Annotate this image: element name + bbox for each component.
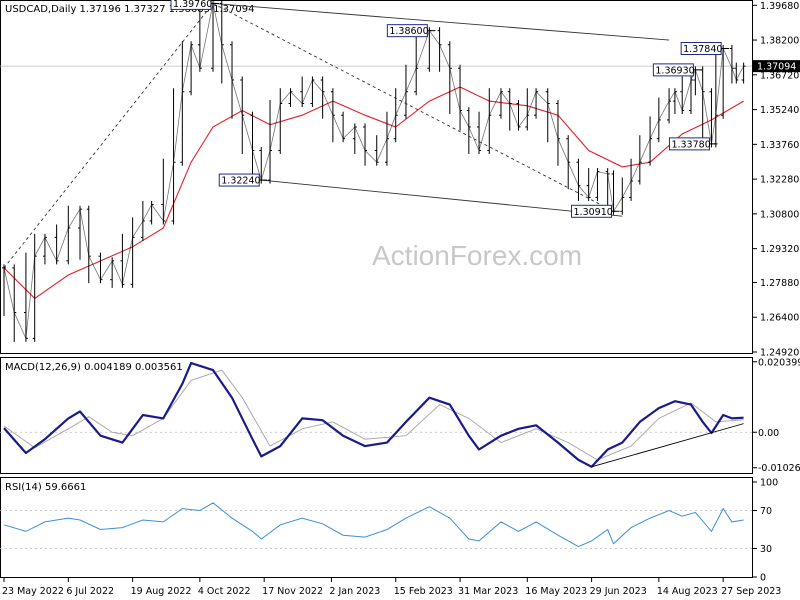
x-tick-label: 14 Aug 2023: [657, 586, 718, 597]
price-tick-label: 1.26400: [760, 313, 799, 324]
price-tick-label: 1.24920: [760, 348, 799, 359]
x-tick-label: 23 May 2022: [2, 586, 64, 597]
macd-line: [3, 362, 744, 468]
annotation-label: 1.36930: [655, 65, 694, 76]
annotation-box: [668, 137, 710, 151]
annotation-box: [218, 173, 260, 187]
macd-panel-frame: [0, 357, 753, 474]
rsi-line: [3, 502, 744, 548]
annotation-box: [386, 24, 428, 38]
current-price-group: 1.37094: [753, 60, 800, 73]
annotation-label: 1.32240: [221, 176, 260, 187]
annotation-box: [680, 42, 722, 56]
annotation-label: 1.38600: [389, 26, 428, 37]
x-tick-label: 27 Sep 2023: [721, 586, 781, 597]
price-tick-label: 1.30800: [760, 209, 799, 220]
rsi-tick-label: 70: [760, 506, 772, 517]
rsi-tick-label: 0: [760, 573, 766, 584]
price-tick-label: 1.39680: [760, 1, 799, 12]
rsi-series-group: [0, 502, 752, 549]
annotation-label: 1.37840: [683, 44, 722, 55]
current-price-box: [753, 60, 800, 73]
price-tick-label: 1.36720: [760, 70, 799, 81]
annotation-label: 1.33780: [671, 139, 710, 150]
price-tick-label: 1.33760: [760, 140, 799, 151]
rsi-tick-label: 30: [760, 544, 772, 555]
trend-lines: [3, 2, 670, 269]
x-tick-label: 15 Feb 2023: [394, 586, 453, 597]
watermark: ActionForex.com: [372, 240, 582, 271]
x-tick-label: 2 Jan 2023: [329, 586, 380, 597]
x-tick-label: 4 Oct 2022: [198, 586, 251, 597]
rsi-label: RSI(14) 59.6661: [5, 482, 86, 493]
price-tick-label: 1.27880: [760, 278, 799, 289]
trend-line-solid: [261, 179, 623, 217]
rsi-axis-ticks: 100 70 30 0: [752, 478, 778, 584]
annotation-label: 1.30910: [574, 207, 613, 218]
price-tick-label: 1.35240: [760, 105, 799, 116]
x-tick-label: 31 Mar 2023: [458, 586, 518, 597]
macd-series-group: [0, 362, 752, 468]
macd-tick-label: 0.020399: [758, 357, 800, 368]
annotation-box: [170, 0, 212, 10]
price-tick-label: 1.29320: [760, 244, 799, 255]
rsi-panel-frame: [0, 477, 753, 578]
price-tick-label: 1.38200: [760, 36, 799, 47]
macd-tick-label: -0.01026: [758, 463, 800, 474]
price-annotations: 1.39760 1.38600 1.32240 1.30910 1.36930 1.378…: [170, 0, 730, 218]
trend-line-solid: [212, 2, 670, 41]
price-panel-frame: [0, 0, 753, 354]
trend-line-dashed: [3, 3, 214, 269]
x-tick-label: 17 Nov 2022: [262, 586, 323, 597]
annotation-box: [571, 204, 613, 218]
macd-signal-line: [3, 369, 744, 461]
macd-trend-line: [591, 423, 744, 468]
x-tick-label: 19 Aug 2022: [131, 586, 192, 597]
annotation-label: 1.39760: [173, 0, 212, 10]
x-axis: 23 May 2022 6 Jul 2022 19 Aug 2022 4 Oct 20…: [2, 578, 781, 597]
rsi-tick-label: 100: [760, 478, 778, 489]
macd-tick-label: 0.00: [758, 428, 779, 439]
macd-axis-ticks: 0.020399 0.00 -0.01026: [752, 357, 800, 474]
current-price-label: 1.37094: [757, 62, 796, 73]
x-tick-label: 16 May 2023: [525, 586, 587, 597]
price-tick-label: 1.32280: [760, 175, 799, 186]
macd-label: MACD(12,26,9) 0.004189 0.003561: [5, 362, 183, 373]
price-series-group: [2, 0, 746, 342]
annotation-box: [652, 63, 694, 77]
x-tick-label: 29 Jun 2023: [590, 586, 647, 597]
price-line: [3, 3, 744, 340]
symbol-header: USDCAD,Daily 1.37196 1.37327 1.36683 1.3…: [5, 4, 255, 15]
price-axis-ticks: 1.39680 1.38200 1.36720 1.35240 1.33760 1.322…: [752, 1, 799, 359]
x-tick-label: 6 Jul 2022: [66, 586, 114, 597]
